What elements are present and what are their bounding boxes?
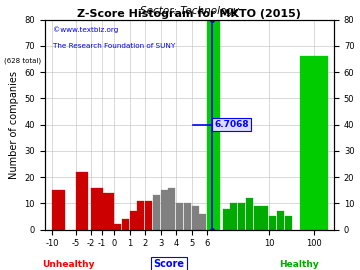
Bar (253, 206, 261, 229)
Bar (161, 190, 168, 230)
Bar (122, 219, 129, 230)
Bar (76, 172, 88, 230)
Text: The Research Foundation of SUNY: The Research Foundation of SUNY (53, 43, 176, 49)
Bar (261, 206, 268, 229)
Bar (130, 211, 137, 230)
Text: ©www.textbiz.org: ©www.textbiz.org (53, 26, 119, 33)
Bar (300, 56, 328, 230)
Bar (145, 201, 152, 229)
Bar (184, 203, 191, 230)
Bar (246, 198, 253, 230)
Title: Z-Score Histogram for MKTO (2015): Z-Score Histogram for MKTO (2015) (77, 9, 301, 19)
Text: Sector: Technology: Sector: Technology (140, 5, 239, 15)
Text: Healthy: Healthy (279, 260, 319, 269)
Text: Score: Score (154, 259, 185, 269)
Text: Unhealthy: Unhealthy (42, 260, 95, 269)
Y-axis label: Number of companies: Number of companies (9, 71, 19, 179)
Bar (222, 208, 230, 230)
Bar (284, 217, 292, 230)
Bar (207, 20, 220, 230)
Bar (199, 214, 206, 230)
Bar (114, 224, 121, 229)
Bar (269, 217, 276, 230)
Bar (102, 193, 114, 230)
Bar (138, 201, 144, 229)
Bar (238, 203, 245, 230)
Bar (176, 203, 183, 230)
Text: (628 total): (628 total) (4, 58, 41, 64)
Bar (277, 211, 284, 230)
Text: 6.7068: 6.7068 (214, 120, 249, 129)
Bar (52, 190, 65, 230)
Bar (153, 195, 160, 230)
Bar (192, 206, 199, 229)
Bar (91, 188, 103, 230)
Bar (230, 203, 237, 230)
Bar (168, 188, 175, 230)
